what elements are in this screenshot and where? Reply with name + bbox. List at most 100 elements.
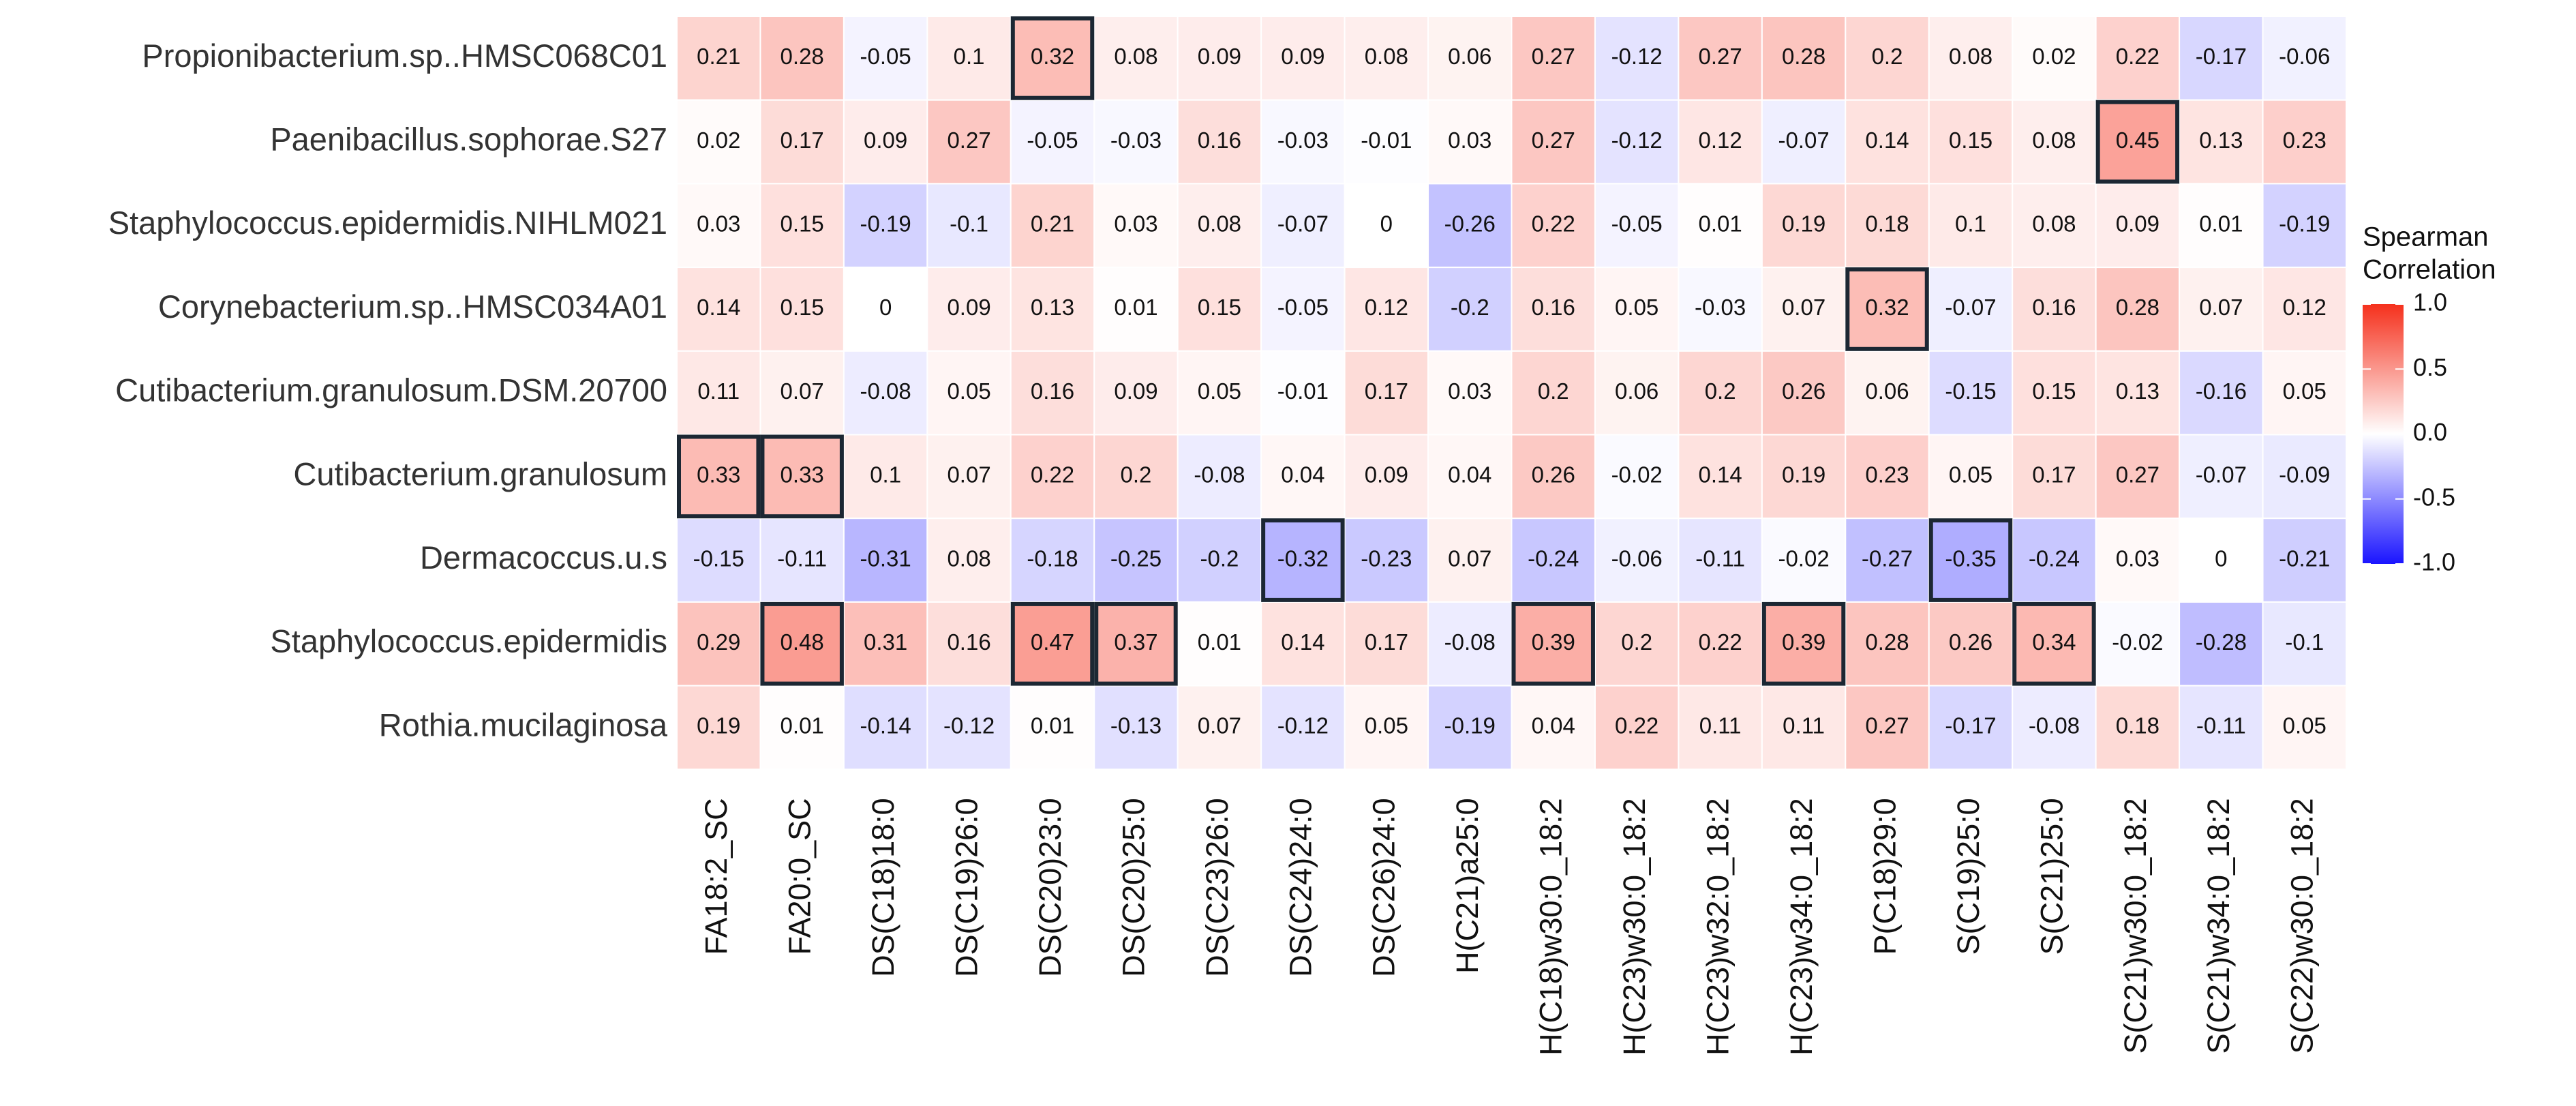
heatmap-cell bbox=[2179, 518, 2264, 603]
heatmap-cell bbox=[2179, 183, 2264, 269]
cell-label: 0.07 bbox=[781, 378, 824, 404]
cell-label: 0.27 bbox=[1532, 44, 1575, 69]
highlight-box bbox=[760, 434, 844, 519]
heatmap-cell bbox=[926, 685, 1012, 771]
cell-label: 0.2 bbox=[1872, 44, 1903, 69]
cell-label: 0.06 bbox=[1615, 378, 1658, 404]
heatmap-cell bbox=[843, 350, 928, 436]
cell-label: -0.05 bbox=[1027, 128, 1078, 153]
heatmap-cell bbox=[1427, 16, 1513, 101]
heatmap-cell bbox=[1260, 183, 1346, 269]
heatmap-cell bbox=[1344, 601, 1429, 687]
column-label: S(C22)w30:0_18:2 bbox=[2285, 798, 2320, 1053]
row-label: Rothia.mucilaginosa bbox=[379, 706, 668, 743]
highlight-box bbox=[2012, 601, 2096, 686]
heatmap-cell bbox=[843, 518, 928, 603]
column-label: P(C18)29:0 bbox=[1867, 798, 1902, 955]
heatmap-cell bbox=[676, 685, 761, 771]
cell-label: -0.03 bbox=[1695, 295, 1746, 320]
cell-label: -0.05 bbox=[1277, 295, 1329, 320]
row-label: Propionibacterium.sp..HMSC068C01 bbox=[142, 38, 667, 74]
row-label: Staphylococcus.epidermidis bbox=[270, 623, 667, 659]
cell-label: 0.39 bbox=[1782, 629, 1825, 655]
cell-label: 0 bbox=[879, 295, 892, 320]
cell-label: 0.15 bbox=[2032, 378, 2076, 404]
cell-label: 0.34 bbox=[2032, 629, 2076, 655]
column-label: S(C21)w34:0_18:2 bbox=[2201, 798, 2236, 1053]
heatmap-cell bbox=[1845, 518, 1930, 603]
heatmap-cell bbox=[1260, 518, 1346, 603]
cell-label: 0.27 bbox=[1865, 713, 1909, 738]
cell-label: 0.19 bbox=[1782, 211, 1825, 236]
highlight-box bbox=[1010, 601, 1095, 686]
cell-label: -0.32 bbox=[1277, 545, 1329, 571]
cell-label: -0.03 bbox=[1277, 128, 1329, 153]
heatmap-cell bbox=[2095, 350, 2181, 436]
row-label: Dermacoccus.u.s bbox=[420, 539, 667, 576]
cell-label: 0.1 bbox=[870, 462, 901, 488]
heatmap-cell bbox=[1093, 183, 1179, 269]
heatmap-cell bbox=[1260, 601, 1346, 687]
cell-label: 0.15 bbox=[1949, 128, 1992, 153]
heatmap-cell bbox=[1678, 434, 1763, 520]
heatmap-cell bbox=[926, 434, 1012, 520]
heatmap-cell bbox=[759, 685, 845, 771]
highlight-box bbox=[1261, 518, 1345, 602]
cell-label: 0.15 bbox=[781, 295, 824, 320]
column-label: DS(C20)25:0 bbox=[1116, 798, 1151, 977]
heatmap-cell bbox=[1761, 16, 1847, 101]
column-label: H(C23)w34:0_18:2 bbox=[1784, 798, 1819, 1056]
heatmap-cell bbox=[843, 685, 928, 771]
cell-label: 0.05 bbox=[1949, 462, 1992, 488]
cell-label: 0.08 bbox=[1949, 44, 1992, 69]
column-label: S(C21)w30:0_18:2 bbox=[2118, 798, 2153, 1053]
highlight-box bbox=[1928, 518, 2013, 602]
heatmap-cell bbox=[1177, 434, 1262, 520]
cell-label: -0.08 bbox=[1444, 629, 1496, 655]
cell-label: 0.13 bbox=[2116, 378, 2160, 404]
highlight-box bbox=[760, 601, 844, 686]
heatmap-cell bbox=[1010, 99, 1095, 185]
cell-label: 0.07 bbox=[947, 462, 990, 488]
heatmap-cell bbox=[2179, 350, 2264, 436]
heatmap-cell bbox=[1260, 267, 1346, 352]
heatmap-cell bbox=[1761, 518, 1847, 603]
cell-label: 0.14 bbox=[1699, 462, 1742, 488]
cell-label: -0.06 bbox=[2279, 44, 2330, 69]
heatmap-cell bbox=[926, 350, 1012, 436]
heatmap-cell bbox=[1177, 99, 1262, 185]
cell-label: -0.28 bbox=[2196, 629, 2247, 655]
cell-label: -0.26 bbox=[1444, 211, 1496, 236]
cell-label: -0.03 bbox=[1110, 128, 1162, 153]
cell-label: -0.11 bbox=[2196, 713, 2246, 738]
cell-label: -0.2 bbox=[1200, 545, 1239, 571]
cell-label: 0.14 bbox=[697, 295, 740, 320]
cell-label: 0.05 bbox=[2283, 713, 2327, 738]
cell-label: -0.08 bbox=[1194, 462, 1245, 488]
heatmap-cell bbox=[759, 518, 845, 603]
column-label: DS(C23)26:0 bbox=[1200, 798, 1234, 977]
heatmap-cell bbox=[843, 16, 928, 101]
cell-label: 0.04 bbox=[1281, 462, 1324, 488]
cell-label: 0.22 bbox=[1699, 629, 1742, 655]
heatmap-cell bbox=[2262, 267, 2348, 352]
heatmap-cell bbox=[2262, 601, 2348, 687]
heatmap-cell bbox=[2012, 350, 2097, 436]
heatmap-cell bbox=[1928, 16, 2014, 101]
heatmap-cell bbox=[1010, 601, 1095, 687]
cell-label: 0.02 bbox=[2032, 44, 2076, 69]
cell-label: -0.24 bbox=[2029, 545, 2080, 571]
cell-label: 0.07 bbox=[2199, 295, 2243, 320]
cell-label: 0.05 bbox=[1198, 378, 1241, 404]
heatmap-cell bbox=[1344, 99, 1429, 185]
heatmap-cell bbox=[2179, 16, 2264, 101]
heatmap-cell bbox=[2095, 16, 2181, 101]
cell-label: 0.27 bbox=[2116, 462, 2160, 488]
heatmap-cell bbox=[1177, 601, 1262, 687]
cell-label: 0.28 bbox=[2116, 295, 2160, 320]
heatmap-cell bbox=[1344, 350, 1429, 436]
heatmap-cell bbox=[1177, 350, 1262, 436]
heatmap-cell bbox=[1511, 183, 1596, 269]
cell-label: -0.06 bbox=[1611, 545, 1663, 571]
heatmap-cell bbox=[1427, 434, 1513, 520]
